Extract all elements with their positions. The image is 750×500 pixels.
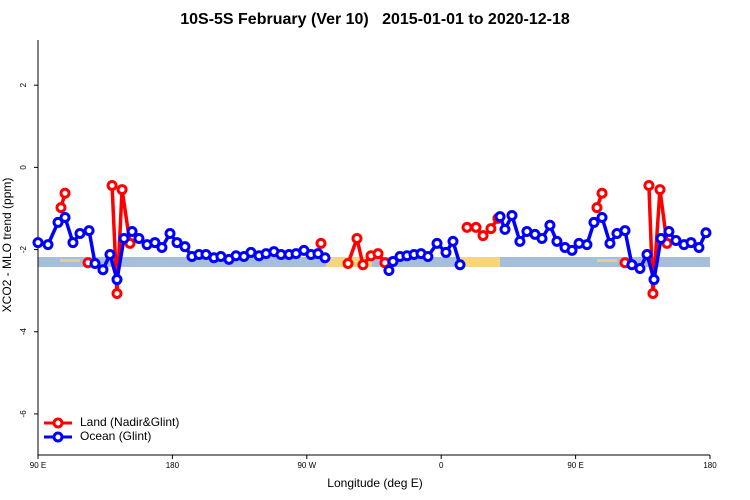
data-point (126, 225, 138, 237)
x-tick-label: 0 (439, 461, 444, 470)
legend-marker (52, 417, 64, 429)
land-strip (460, 257, 500, 267)
y-axis-label: XCO2 - MLO trend (ppm) (0, 178, 14, 313)
data-point (604, 237, 616, 249)
data-point (59, 212, 71, 224)
x-tick-label: 90 E (30, 461, 46, 470)
series-line (37, 210, 708, 281)
data-point (536, 232, 548, 244)
data-point (32, 237, 44, 249)
data-point (59, 187, 71, 199)
data-point (647, 288, 659, 300)
data-point (470, 221, 482, 233)
data-point (685, 237, 697, 249)
data-point (164, 228, 176, 240)
data-point (634, 262, 646, 274)
data-point (431, 237, 443, 249)
data-point (89, 258, 101, 270)
y-tick-label: 2 (19, 82, 28, 87)
data-point (111, 288, 123, 300)
x-tick-label: 90 E (567, 461, 583, 470)
data-point (156, 242, 168, 253)
x-tick-label: 180 (166, 461, 180, 470)
data-point (655, 232, 667, 244)
legend-marker (52, 431, 64, 443)
data-point (581, 239, 593, 251)
data-point (591, 202, 603, 214)
data-point (83, 225, 95, 237)
data-point (477, 230, 489, 242)
chart-title: 10S-5S February (Ver 10) 2015-01-01 to 2… (180, 11, 570, 28)
y-tick-label: 0 (19, 165, 28, 170)
data-point (149, 237, 161, 249)
legend-label: Ocean (Glint) (80, 429, 151, 443)
data-point (506, 209, 518, 221)
data-point (447, 235, 459, 247)
data-point (494, 211, 506, 223)
data-point (693, 242, 705, 253)
data-point (670, 235, 682, 247)
data-point (116, 184, 128, 196)
data-point (700, 227, 712, 239)
data-point (641, 248, 653, 260)
data-point (596, 187, 608, 199)
data-point (648, 274, 660, 286)
data-point (111, 274, 123, 286)
data-point (372, 248, 384, 260)
data-point (133, 232, 145, 244)
x-tick-label: 90 W (297, 461, 316, 470)
data-point (596, 212, 608, 224)
data-point (485, 223, 497, 235)
data-point (514, 235, 526, 247)
data-point (351, 232, 363, 244)
x-tick-label: 180 (703, 461, 717, 470)
data-point (118, 232, 130, 244)
y-tick-label: -6 (19, 410, 28, 418)
data-point (179, 241, 191, 253)
y-tick-label: -2 (19, 245, 28, 253)
data-point (387, 255, 399, 267)
data-point (67, 237, 79, 249)
data-point (643, 179, 655, 191)
data-point (663, 225, 675, 237)
data-point (461, 221, 473, 233)
data-point (319, 252, 331, 264)
data-point (55, 202, 67, 214)
data-point (619, 225, 631, 237)
data-point (97, 264, 109, 276)
data-point (74, 228, 86, 240)
legend-label: Land (Nadir&Glint) (80, 415, 179, 429)
ocean-strip (38, 257, 710, 267)
land-strip (597, 259, 617, 262)
data-point (544, 219, 556, 231)
data-point (454, 259, 466, 271)
data-point (440, 246, 452, 258)
x-axis-label: Longitude (deg E) (327, 476, 422, 490)
data-point (654, 184, 666, 196)
data-point (52, 216, 64, 228)
data-point (42, 239, 54, 251)
data-point (551, 235, 563, 247)
data-point (357, 259, 369, 271)
data-point (171, 237, 183, 249)
data-point (422, 251, 434, 263)
data-point (499, 223, 511, 235)
data-point (104, 248, 116, 260)
data-point (342, 258, 354, 270)
data-point (106, 179, 118, 191)
data-point (588, 216, 600, 228)
data-point (383, 265, 395, 277)
y-tick-label: -4 (19, 328, 28, 336)
data-point (315, 237, 327, 249)
data-point (566, 244, 578, 256)
land-strip (60, 259, 80, 262)
